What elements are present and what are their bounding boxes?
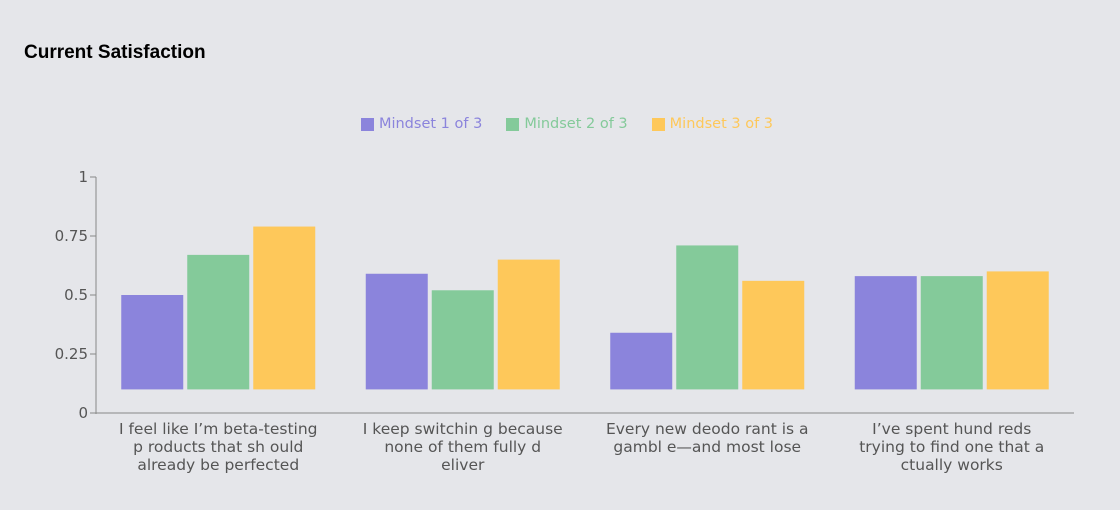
y-tick-label: 1 [78, 168, 88, 186]
y-tick-label: 0 [78, 404, 88, 422]
legend-swatch-mindset-1 [360, 117, 374, 131]
bar-1-cat-3 [610, 332, 673, 390]
x-category-label: none of them fully d [384, 438, 541, 456]
y-tick-label: 0.25 [55, 345, 88, 363]
x-category-label: I feel like I’m beta-testing [119, 420, 318, 438]
x-category-label: Every new deodo rant is a [606, 420, 809, 438]
x-category-label: ctually works [901, 456, 1003, 474]
y-tick-label: 0.75 [55, 227, 88, 245]
legend: Mindset 1 of 3 Mindset 2 of 3 Mindset 3 … [0, 116, 1120, 132]
bar-2-cat-4 [920, 276, 983, 390]
bar-3-cat-1 [253, 226, 316, 390]
bar-2-cat-2 [431, 290, 494, 390]
bar-2-cat-3 [676, 245, 739, 390]
legend-item-mindset-3[interactable]: Mindset 3 of 3 [651, 116, 774, 132]
chart-title: Current Satisfaction [24, 42, 206, 63]
bar-3-cat-3 [742, 280, 805, 390]
x-category-label: already be perfected [137, 456, 299, 474]
bar-3-cat-2 [497, 259, 560, 390]
x-category-label: eliver [441, 456, 485, 474]
bar-1-cat-2 [365, 273, 428, 390]
legend-swatch-mindset-3 [651, 117, 665, 131]
x-category-label: p roducts that sh ould [133, 438, 303, 456]
y-tick-label: 0.5 [64, 286, 88, 304]
x-category-label: trying to find one that a [859, 438, 1044, 456]
x-category-label: I keep switchin g because [363, 420, 563, 438]
legend-item-mindset-2[interactable]: Mindset 2 of 3 [506, 116, 628, 132]
legend-label-mindset-2: Mindset 2 of 3 [524, 116, 628, 132]
legend-item-mindset-1[interactable]: Mindset 1 of 3 [360, 116, 483, 132]
x-category-label: gambl e—and most lose [613, 438, 801, 456]
bar-2-cat-1 [187, 254, 250, 390]
bar-1-cat-1 [121, 295, 184, 390]
x-category-label: I’ve spent hund reds [872, 420, 1031, 438]
legend-label-mindset-1: Mindset 1 of 3 [378, 116, 483, 132]
legend-label-mindset-3: Mindset 3 of 3 [669, 116, 774, 132]
legend-swatch-mindset-2 [506, 117, 520, 131]
bar-3-cat-4 [986, 271, 1049, 390]
bar-1-cat-4 [854, 276, 917, 390]
